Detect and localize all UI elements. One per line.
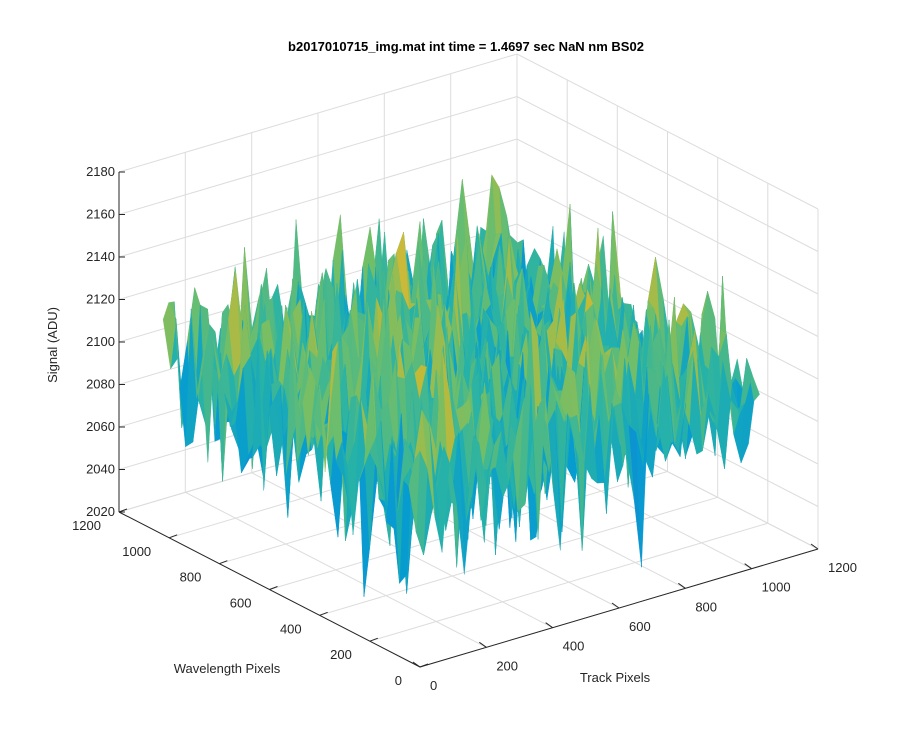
- z-tick-label: 2100: [86, 334, 115, 349]
- y-tick-mark: [219, 560, 228, 565]
- x-tick-mark: [810, 543, 819, 550]
- grid-line: [118, 180, 819, 337]
- y-tick-label: 400: [280, 621, 302, 636]
- surface-plot: [162, 174, 760, 597]
- z-axis-label: Signal (ADU): [45, 307, 60, 383]
- z-tick-label: 2160: [86, 207, 115, 222]
- grid-line: [118, 138, 819, 295]
- z-tick-label: 2080: [86, 377, 115, 392]
- y-axis-label: Wavelength Pixels: [174, 661, 281, 676]
- x-tick-mark: [678, 582, 686, 589]
- z-tick-label: 2040: [86, 462, 115, 477]
- x-tick-label: 1200: [828, 560, 857, 575]
- x-tick-label: 800: [695, 599, 717, 614]
- x-tick-mark: [611, 602, 620, 609]
- x-tick-label: 1000: [762, 580, 791, 595]
- y-tick-label: 0: [395, 673, 402, 688]
- y-tick-mark: [269, 586, 278, 590]
- x-axis-label: Track Pixels: [580, 670, 651, 685]
- x-tick-mark: [545, 622, 553, 629]
- x-tick-mark: [744, 563, 752, 570]
- x-tick-label: 0: [430, 678, 437, 693]
- x-tick-label: 400: [563, 639, 585, 654]
- axes: [118, 171, 819, 668]
- grid-line: [118, 95, 819, 252]
- chart-title: b2017010715_img.mat int time = 1.4697 se…: [288, 39, 644, 54]
- z-tick-label: 2140: [86, 249, 115, 264]
- y-tick-mark: [319, 611, 328, 616]
- z-tick-label: 2020: [86, 504, 115, 519]
- y-tick-mark: [369, 637, 379, 642]
- y-tick-label: 1200: [72, 518, 101, 533]
- z-tick-label: 2180: [86, 164, 115, 179]
- grid-line: [118, 53, 819, 210]
- y-tick-mark: [168, 534, 178, 539]
- grid-line: [118, 223, 819, 380]
- x-tick-label: 200: [496, 658, 518, 673]
- surface-facet: [414, 409, 428, 469]
- tick-labels: 2020 2040 2060 2080 2100 2120 2140 2160 2180 0 200…: [72, 164, 857, 693]
- y-tick-mark: [118, 508, 128, 513]
- z-tick-label: 2120: [86, 292, 115, 307]
- x-tick-label: 600: [629, 619, 651, 634]
- x-tick-mark: [412, 661, 421, 668]
- y-tick-label: 800: [180, 570, 202, 585]
- y-tick-mark: [419, 663, 429, 668]
- x-tick-mark: [479, 641, 487, 648]
- y-tick-label: 600: [230, 596, 252, 611]
- y-tick-label: 1000: [122, 544, 151, 559]
- y-tick-label: 200: [330, 647, 352, 662]
- z-tick-label: 2060: [86, 419, 115, 434]
